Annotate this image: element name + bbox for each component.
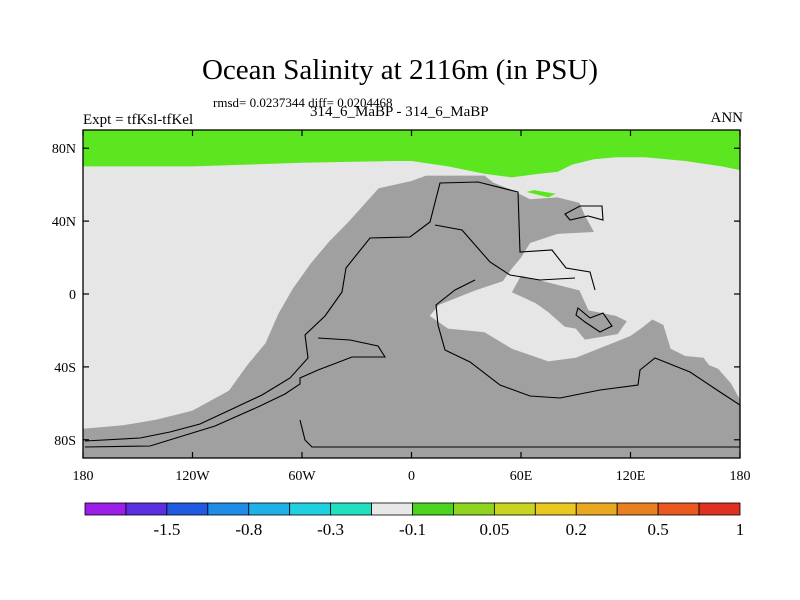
region-continent <box>83 175 740 458</box>
tick-layer <box>82 130 741 458</box>
x-tick-label: 0 <box>408 469 415 484</box>
chart-title: Ocean Salinity at 2116m (in PSU) <box>201 54 599 86</box>
continent-outline-north <box>434 224 576 281</box>
east-landmass-outline <box>564 205 604 221</box>
colorbar-swatch <box>657 502 700 516</box>
colorbar-label: -0.3 <box>317 520 344 539</box>
colorbar-swatch <box>453 502 495 516</box>
colorbar-swatch <box>698 502 741 516</box>
colorbar-label: -1.5 <box>153 520 180 539</box>
region-north-polar-band <box>83 130 740 178</box>
colorbar-swatch <box>125 502 168 516</box>
x-tick-label: 60E <box>510 469 533 484</box>
continent-outline-west <box>84 181 596 442</box>
region-east-landmass <box>511 275 627 340</box>
colorbar-swatch <box>289 502 332 516</box>
colorbar: -1.5-0.8-0.3-0.10.050.20.512 <box>84 502 745 539</box>
y-tick-label: 40N <box>52 215 76 230</box>
colorbar-label: 0.5 <box>647 520 668 539</box>
x-tick-label: 60W <box>288 469 316 484</box>
region-north-atlantic-shelf <box>526 190 556 198</box>
colorbar-swatch <box>493 502 536 516</box>
colorbar-swatch <box>207 502 250 516</box>
colorbar-swatch <box>84 502 127 516</box>
southern-coast-outline <box>84 337 387 448</box>
x-tick-label: 120W <box>175 469 210 484</box>
colorbar-swatch <box>575 502 618 516</box>
season-label: ANN <box>710 110 744 126</box>
colorbar-swatch <box>412 502 454 516</box>
arabian-outline <box>575 307 613 333</box>
tick-label-layer: 180 120W 60W 0 60E 120E 180 80N 40N 0 40S 80S <box>52 142 751 484</box>
colorbar-swatch <box>371 502 413 516</box>
period-comparison: 314_6_MaBP - 314_6_MaBP <box>310 104 489 120</box>
colorbar-label: 0.05 <box>480 520 510 539</box>
colorbar-label: -0.8 <box>235 520 262 539</box>
colorbar-swatch <box>330 502 372 516</box>
x-tick-label: 180 <box>73 469 94 484</box>
colorbar-label: 1 <box>736 520 745 539</box>
y-tick-label: 40S <box>54 361 76 376</box>
experiment-label: Expt = tfKsl-tfKel <box>83 112 194 128</box>
colorbar-label: 0.2 <box>566 520 587 539</box>
region-layer <box>83 130 740 458</box>
rmsd-diff-stats: rmsd= 0.0237344 diff= 0.0204468 <box>213 95 393 110</box>
x-tick-label: 120E <box>616 469 646 484</box>
y-tick-label: 80S <box>54 434 76 449</box>
y-tick-label: 80N <box>52 142 76 157</box>
colorbar-swatch <box>534 502 577 516</box>
colorbar-label: -0.1 <box>399 520 426 539</box>
y-tick-label: 0 <box>69 288 76 303</box>
x-tick-label: 180 <box>730 469 751 484</box>
colorbar-swatch <box>248 502 291 516</box>
colorbar-swatch <box>616 502 659 516</box>
colorbar-swatch <box>166 502 209 516</box>
